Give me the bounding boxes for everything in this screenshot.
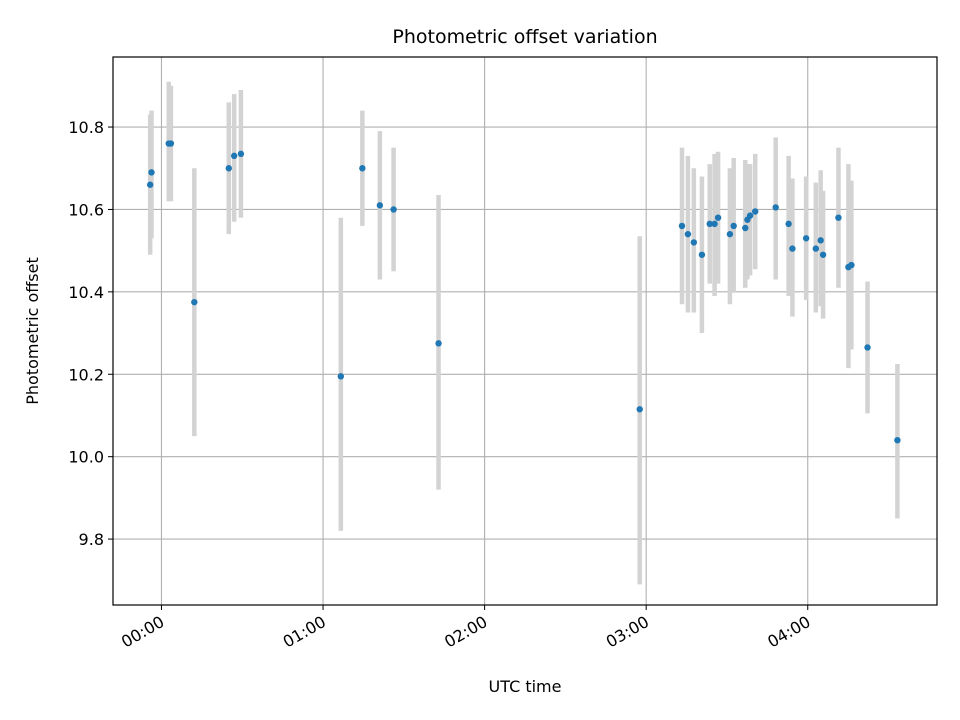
data-point: [390, 206, 397, 213]
y-tick-label: 10.0: [68, 448, 104, 467]
data-point: [337, 373, 345, 380]
data-point: [148, 169, 155, 176]
data-point: [714, 214, 722, 221]
data-point: [698, 251, 706, 258]
data-point: [237, 150, 245, 158]
data-point: [848, 261, 855, 269]
x-tick-label: 01:00: [280, 612, 329, 652]
data-point: [376, 202, 384, 209]
data-point: [752, 208, 759, 215]
data-point: [785, 220, 792, 228]
y-tick-label: 10.8: [68, 118, 104, 137]
chart-title: Photometric offset variation: [392, 26, 657, 48]
data-point: [864, 344, 871, 351]
data-point: [706, 220, 713, 228]
errorbars: [147, 81, 900, 585]
data-point: [772, 204, 779, 211]
data-point: [789, 245, 796, 252]
grid: [113, 57, 937, 605]
data-point: [812, 245, 820, 252]
data-point: [690, 239, 698, 246]
y-tick-label: 10.2: [68, 365, 104, 384]
data-point: [230, 152, 238, 160]
data-point: [730, 222, 737, 230]
x-tick-label: 02:00: [441, 612, 490, 652]
data-point: [742, 224, 749, 232]
x-axis-label: UTC time: [489, 677, 562, 696]
data-point: [817, 237, 824, 244]
data-point: [191, 298, 198, 306]
y-tick-label: 10.4: [68, 283, 104, 302]
y-axis-label: Photometric offset: [23, 257, 42, 405]
data-points: [146, 140, 901, 444]
data-point: [711, 220, 718, 228]
data-point: [435, 340, 442, 347]
data-point: [684, 230, 692, 238]
data-point: [835, 214, 842, 221]
x-tick-label: 00:00: [118, 612, 167, 652]
data-point: [746, 212, 754, 219]
y-tick-label: 10.6: [68, 200, 104, 219]
x-axis: 00:00 01:00 02:00 03:00 04:00: [118, 605, 814, 652]
y-axis: 9.8 10.0 10.2 10.4 10.6 10.8: [68, 118, 113, 549]
data-point: [802, 235, 810, 242]
data-point: [678, 222, 686, 230]
plot-frame: [112, 56, 938, 606]
data-point: [894, 436, 901, 444]
data-point: [146, 181, 154, 188]
data-point: [167, 140, 175, 147]
data-point: [225, 165, 232, 172]
y-tick-label: 9.8: [79, 530, 104, 549]
x-tick-label: 03:00: [603, 612, 652, 652]
data-point: [819, 251, 827, 258]
data-point: [359, 165, 366, 172]
data-point: [636, 406, 643, 413]
x-tick-label: 04:00: [764, 612, 813, 652]
data-point: [726, 230, 734, 238]
